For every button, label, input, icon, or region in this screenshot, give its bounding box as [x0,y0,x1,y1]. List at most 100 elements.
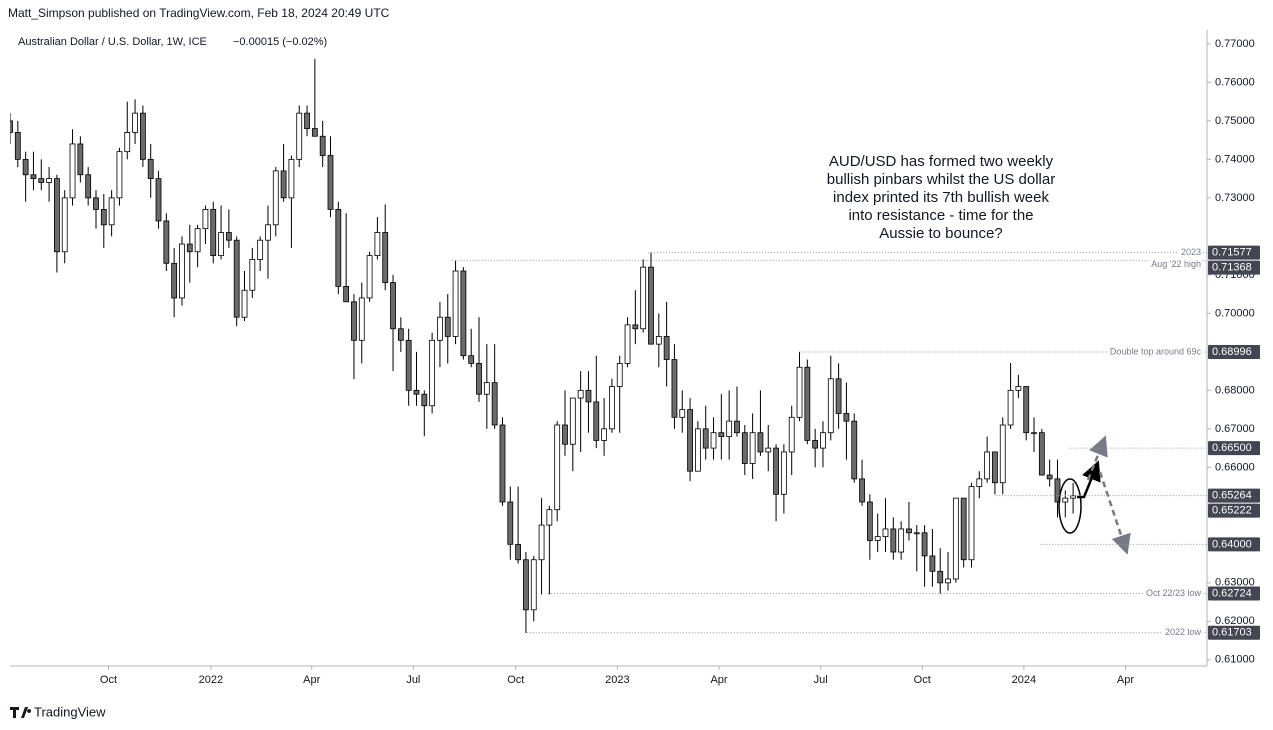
candle-body [272,170,279,226]
candle-body [663,336,670,360]
candle-body [960,497,967,561]
candle-body [202,209,209,230]
candle-body [61,197,68,253]
x-tick-label: Apr [1117,674,1134,686]
candle-body [343,286,350,303]
y-tick-label: 0.67000 [1215,423,1255,435]
x-tick-label: Oct [100,674,117,686]
candle-body [147,158,154,180]
y-tick-label: 0.63000 [1215,577,1255,589]
candle-body [1007,389,1014,426]
price-tag [1208,260,1260,275]
candle-body [804,366,811,441]
candle-body [937,570,944,584]
candle-body [93,197,99,210]
level-note-bg [1106,346,1203,357]
candle-body [984,451,991,480]
candle-body [749,432,756,464]
price-tag-label: 0.68996 [1212,346,1252,358]
candle-body [694,428,701,472]
level-note: Aug '22 high [1151,259,1201,269]
brand-logo [10,707,32,718]
candle-body [859,478,865,503]
candle-body [624,324,631,364]
candle-body [171,262,178,299]
candle-body [921,532,928,557]
up-scenario-arrow [1086,435,1108,481]
level-note: 2023 [1181,247,1201,257]
candle-body [952,497,959,580]
candle-body [609,386,615,430]
candle-body [186,243,193,253]
candle-body [569,397,576,445]
price-tag-label: 0.61703 [1212,627,1252,639]
candle-body [366,255,373,299]
level-note-bg [1148,259,1202,270]
candle-body [968,486,975,561]
candle-body [10,120,13,133]
candle-body [632,324,639,330]
x-tick-label: 2023 [605,674,629,686]
price-tag [1208,586,1260,601]
symbol-title: Australian Dollar / U.S. Dollar, 1W, ICE [18,36,207,48]
candle-body [280,170,287,199]
candle-body [1015,386,1022,391]
candle-body [726,420,733,437]
candle-body [671,359,678,418]
candle-body [179,243,185,299]
y-tick-label: 0.76000 [1215,76,1255,88]
candle-body [14,132,21,160]
candle-body [1038,432,1045,476]
candle-body [827,378,834,434]
candle-body [507,501,514,545]
candle-body [311,128,318,137]
candle-body [249,259,256,291]
candle-body [460,270,467,357]
candle-body [992,451,998,484]
y-tick-label: 0.70000 [1215,307,1255,319]
candle-body [976,478,983,487]
candle-body [265,224,271,241]
candle-body [54,178,60,253]
price-tag-label: 0.64000 [1212,538,1252,550]
candle-body [1070,495,1077,499]
candle-body [85,174,92,199]
candle-body [687,409,693,472]
price-tag-label: 0.66500 [1212,442,1252,454]
candle-body [335,209,342,287]
candle-body [351,301,357,341]
candle-body [319,135,326,156]
candle-body [155,178,162,222]
candle-body [538,524,545,561]
candle-body [69,143,76,199]
candle-body [124,132,131,153]
price-tag-label: 0.62724 [1212,587,1252,599]
annotation-line: Aussie to bounce? [879,225,1002,242]
x-tick-label: Jul [814,674,828,686]
candle-body [945,578,951,584]
candle-body [773,447,779,495]
candle-body [452,270,459,337]
candle-body [1054,478,1061,503]
annotation-line: AUD/USD has formed two weekly [829,153,1054,170]
candle-body [1046,474,1053,480]
price-tag [1208,345,1260,360]
candle-body [296,112,303,160]
candle-body [358,297,365,341]
candle-body [218,232,224,257]
annotation-line: bullish pinbars whilst the US dollar [827,171,1055,188]
candle-body [765,447,772,453]
candle-body [515,543,522,561]
pinbar-highlight [1058,478,1082,534]
candle-body [100,209,107,226]
candle-body [132,112,138,133]
candle-body [882,528,889,538]
candle-body [163,220,170,264]
price-tag-label: 0.65222 [1212,505,1252,517]
price-tag [1208,503,1260,518]
candle-body [835,378,842,414]
candle-body [77,143,84,176]
candle-body [468,355,475,364]
candle-body [1031,432,1037,435]
candle-body [210,209,217,257]
